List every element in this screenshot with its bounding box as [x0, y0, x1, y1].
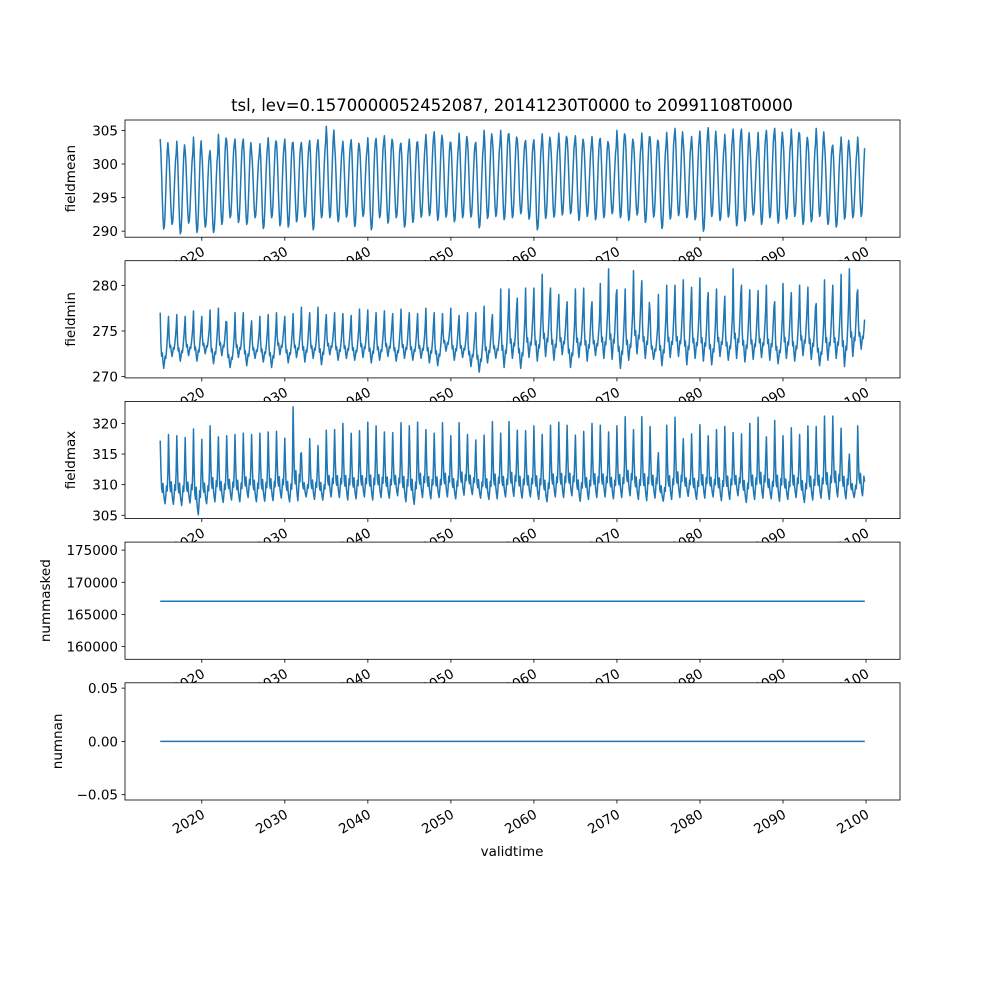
x-axis-label: validtime: [481, 844, 544, 860]
y-tick-label: 0.05: [88, 681, 118, 697]
y-tick-label: 165000: [66, 607, 118, 623]
axes-frame: [124, 119, 901, 238]
y-tick-label: −0.05: [77, 788, 118, 804]
y-tick-label: 305: [92, 123, 118, 139]
chart-title: tsl, lev=0.1570000052452087, 20141230T00…: [231, 96, 793, 115]
y-tick-label: 320: [92, 416, 118, 432]
y-axis-label: nummasked: [38, 559, 54, 642]
y-axis-label: numnan: [50, 714, 66, 770]
series-line-fieldmin: [159, 268, 866, 373]
y-tick-label: 280: [92, 278, 118, 294]
y-tick-label: 290: [92, 224, 118, 240]
y-tick-label: 310: [92, 478, 118, 494]
y-axis-label: fieldmean: [63, 145, 79, 212]
y-axis-label: fieldmin: [63, 292, 79, 347]
axes-frame: [124, 400, 901, 519]
y-tick-label: 315: [92, 447, 118, 463]
series-line-fieldmax: [159, 406, 866, 516]
y-tick-label: 270: [92, 370, 118, 386]
y-tick-label: 300: [92, 157, 118, 173]
y-tick-label: 170000: [66, 575, 118, 591]
axes-frame: [124, 541, 901, 660]
y-tick-label: 275: [92, 324, 118, 340]
y-tick-label: 160000: [66, 640, 118, 656]
y-tick-label: 305: [92, 508, 118, 524]
series-line-fieldmean: [159, 125, 866, 235]
y-axis-label: fieldmax: [63, 431, 79, 490]
y-tick-label: 295: [92, 191, 118, 207]
y-tick-label: 0.00: [88, 734, 118, 750]
axes-frame: [124, 260, 901, 379]
y-tick-label: 175000: [66, 543, 118, 559]
